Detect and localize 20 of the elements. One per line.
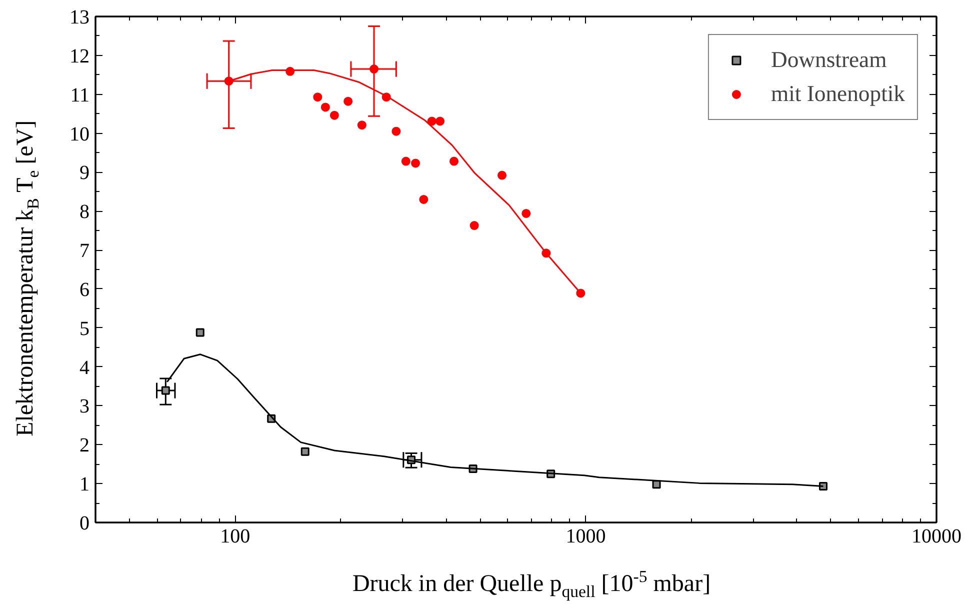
- y-tick-label: 11: [70, 84, 90, 106]
- y-tick-label: 4: [80, 356, 90, 379]
- y-tick-label: 0: [80, 512, 90, 534]
- y-tick-label: 8: [80, 201, 90, 224]
- y-tick-label: 9: [80, 162, 90, 184]
- legend-label: mit Ionenoptik: [770, 81, 905, 107]
- x-axis-title: Druck in der Quelle p$_{quell}$ [10$^{-5}$ mbar]: [351, 566, 712, 603]
- y-tick-label: 12: [70, 45, 90, 68]
- x-tick-label: 1000: [566, 526, 606, 548]
- y-tick-label: 10: [70, 123, 90, 146]
- y-tick-label: 3: [80, 396, 90, 418]
- y-tick-label: 5: [80, 318, 90, 340]
- y-tick-label: 6: [80, 278, 90, 301]
- y-tick-label: 13: [70, 6, 90, 28]
- legend-label: Downstream: [770, 47, 887, 73]
- y-tick-label: 7: [80, 240, 90, 262]
- x-tick-label: 10000: [912, 526, 962, 548]
- x-tick-label: 100: [220, 526, 250, 548]
- y-tick-label: 2: [80, 434, 90, 457]
- y-tick-label: 1: [80, 474, 90, 496]
